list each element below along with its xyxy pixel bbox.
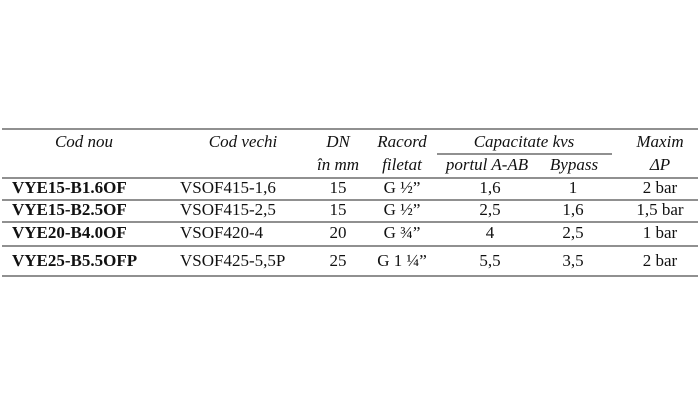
cell: 2 bar (643, 178, 678, 197)
header-cell: Bypass (550, 155, 599, 174)
header-cell: în mm (317, 155, 359, 174)
cell: 1,6 (479, 178, 500, 197)
cell: 5,5 (479, 251, 500, 270)
cell: VSOF420-4 (180, 223, 264, 242)
cell: 20 (330, 223, 347, 242)
cell: G ¾” (384, 223, 421, 242)
cell: VYE15-B1.6OF (12, 178, 127, 197)
cell: 15 (330, 200, 347, 219)
cell: 1,6 (562, 200, 583, 219)
cell: VSOF425-5,5P (180, 251, 285, 270)
header-cell: filetat (382, 155, 423, 174)
cell: 1,5 bar (636, 200, 684, 219)
header-cell: Racord (376, 132, 427, 151)
cell: G ½” (384, 200, 421, 219)
cell: 25 (330, 251, 347, 270)
cell: 2,5 (562, 223, 583, 242)
cell: 1 bar (643, 223, 678, 242)
header-cell: Capacitate kvs (474, 132, 575, 151)
cell: 3,5 (562, 251, 583, 270)
header-cell: DN (325, 132, 351, 151)
cell: VSOF415-1,6 (180, 178, 276, 197)
header-cell: ΔP (649, 155, 670, 174)
cell: 2,5 (479, 200, 500, 219)
cell: 15 (330, 178, 347, 197)
cell: VYE15-B2.5OF (12, 200, 127, 219)
header-cell: Maxim (635, 132, 683, 151)
header-cell: Cod nou (55, 132, 113, 151)
cell: VYE25-B5.5OFP (12, 251, 137, 270)
cell: G 1 ¼” (377, 251, 427, 270)
cell: 1 (569, 178, 578, 197)
cell: 2 bar (643, 251, 678, 270)
cell: 4 (486, 223, 495, 242)
cell: VSOF415-2,5 (180, 200, 276, 219)
header-cell: portul A-AB (445, 155, 529, 174)
cell: VYE20-B4.0OF (12, 223, 127, 242)
cell: G ½” (384, 178, 421, 197)
header-cell: Cod vechi (209, 132, 278, 151)
